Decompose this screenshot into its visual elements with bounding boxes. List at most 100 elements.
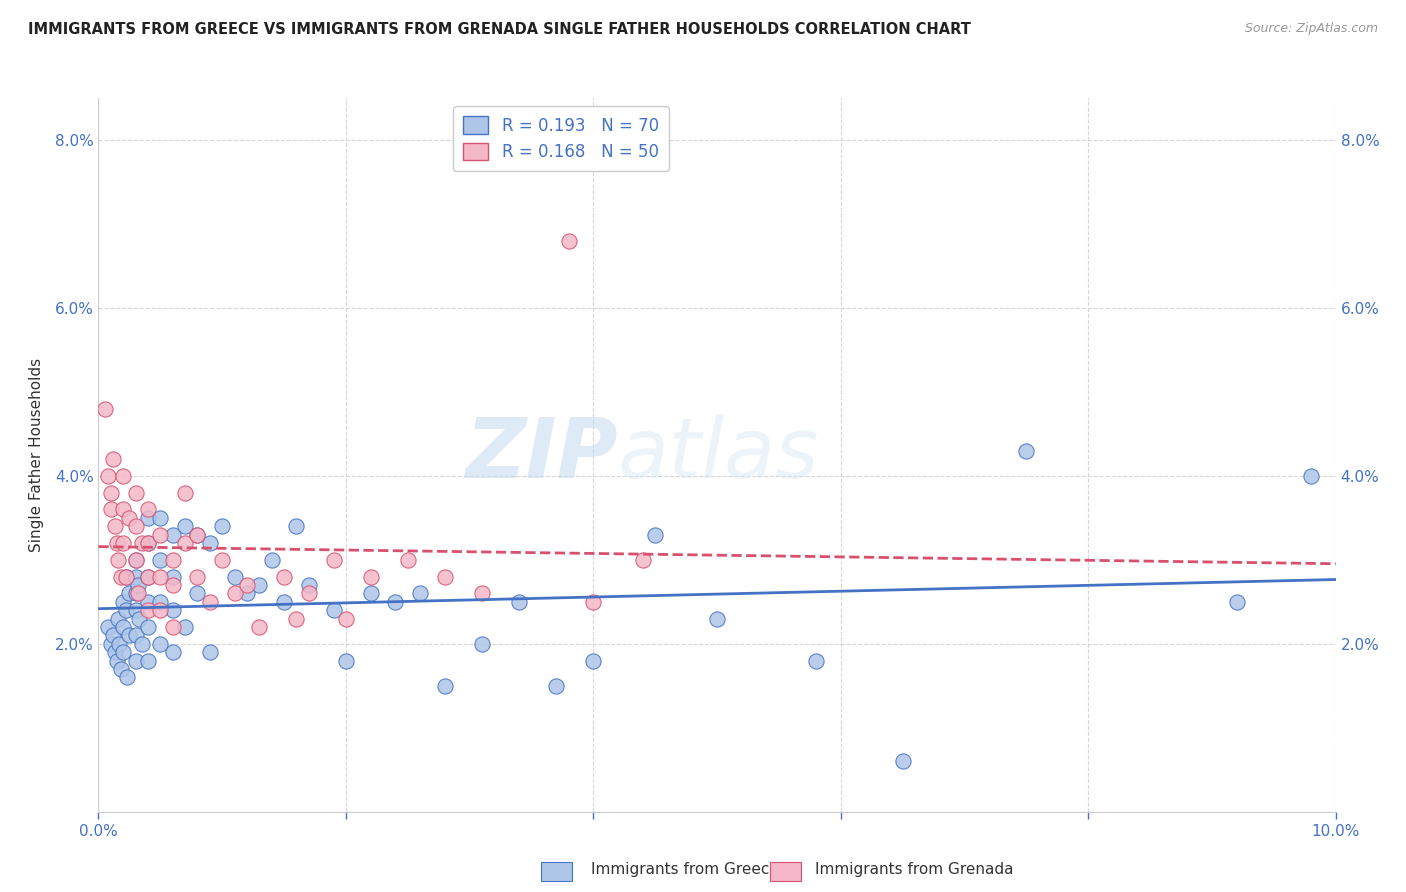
Point [112,469,135,483]
Point [162,578,184,592]
Point [198,645,221,659]
Point [112,536,135,550]
Point [136,536,159,550]
Text: Immigrants from Grenada: Immigrants from Grenada [815,863,1014,877]
Point [335,654,357,668]
Point [127,586,149,600]
Point [546,679,568,693]
Point [100,637,122,651]
Point [285,612,308,626]
Point [128,612,150,626]
Point [891,755,914,769]
Point [127,578,149,592]
Point [136,595,159,609]
Point [110,569,132,583]
Point [409,586,432,600]
Point [112,620,135,634]
Point [174,519,197,533]
Point [136,536,159,550]
Point [198,595,221,609]
Point [112,502,135,516]
Point [124,628,146,642]
Point [149,511,172,525]
Point [247,578,270,592]
Point [124,569,146,583]
Point [396,553,419,567]
Point [582,654,605,668]
Point [149,595,172,609]
Point [174,485,197,500]
Point [471,637,494,651]
Point [162,603,184,617]
Point [118,628,141,642]
Point [100,485,122,500]
Point [557,234,579,248]
Point [107,553,129,567]
Point [322,553,344,567]
Point [103,519,125,533]
Point [114,569,136,583]
Point [114,603,136,617]
Point [103,645,125,659]
Point [105,654,128,668]
Point [1299,469,1322,483]
Point [186,586,208,600]
Point [93,401,115,416]
Point [107,612,129,626]
Point [433,569,456,583]
Point [247,620,270,634]
Point [186,527,208,541]
Point [118,586,141,600]
Point [124,485,146,500]
Point [131,637,153,651]
Point [114,569,136,583]
Point [124,519,146,533]
Point [136,620,159,634]
Point [804,654,827,668]
Point [335,612,357,626]
Point [103,452,125,467]
Point [97,620,120,634]
Point [136,502,159,516]
Point [149,553,172,567]
Point [384,595,406,609]
Point [136,569,159,583]
Point [100,502,122,516]
Point [260,553,283,567]
Point [631,553,654,567]
Legend: R = 0.193   N = 70, R = 0.168   N = 50: R = 0.193 N = 70, R = 0.168 N = 50 [453,106,669,171]
Point [124,654,146,668]
Point [582,595,605,609]
Point [224,569,246,583]
Text: Immigrants from Greece: Immigrants from Greece [591,863,779,877]
Point [136,654,159,668]
Point [115,670,138,684]
Point [273,569,295,583]
Point [124,603,146,617]
Point [471,586,494,600]
Text: ZIP: ZIP [465,415,619,495]
Text: IMMIGRANTS FROM GREECE VS IMMIGRANTS FROM GRENADA SINGLE FATHER HOUSEHOLDS CORRE: IMMIGRANTS FROM GREECE VS IMMIGRANTS FRO… [28,22,972,37]
Point [644,527,666,541]
Point [273,595,295,609]
Point [124,553,146,567]
Point [433,679,456,693]
Point [124,553,146,567]
Point [211,519,233,533]
Point [162,645,184,659]
Point [105,536,128,550]
Point [174,536,197,550]
Point [1015,443,1038,458]
Point [162,527,184,541]
Point [162,620,184,634]
Point [186,569,208,583]
Point [131,536,153,550]
Point [198,536,221,550]
Point [112,595,135,609]
Point [162,569,184,583]
Point [149,527,172,541]
Point [97,469,120,483]
Y-axis label: Single Father Households: Single Father Households [28,358,44,552]
Point [136,569,159,583]
Point [136,511,159,525]
